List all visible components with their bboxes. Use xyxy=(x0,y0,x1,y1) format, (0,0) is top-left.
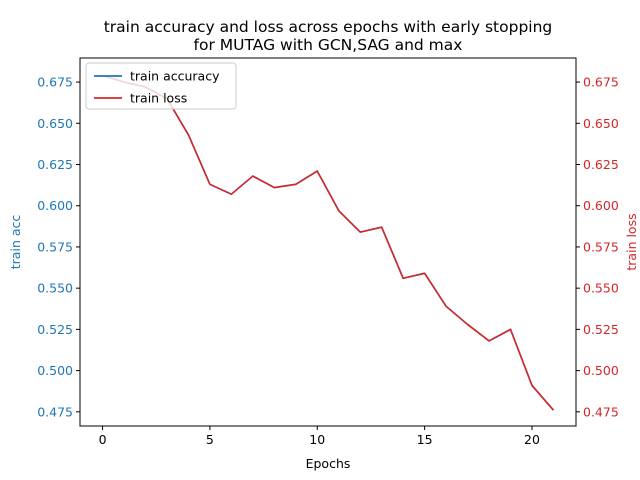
right-y-tick-label: 0.500 xyxy=(583,363,619,378)
chart-title: train accuracy and loss across epochs wi… xyxy=(104,18,553,36)
left-y-tick-label: 0.675 xyxy=(37,75,73,90)
right-y-tick-label: 0.575 xyxy=(583,239,619,254)
right-y-tick-label: 0.675 xyxy=(583,75,619,90)
train-accuracy-line xyxy=(102,74,555,411)
right-y-tick-label: 0.550 xyxy=(583,281,619,296)
left-y-axis-label: train acc xyxy=(8,215,23,270)
right-y-tick-label: 0.650 xyxy=(583,116,619,131)
chart-subtitle: for MUTAG with GCN,SAG and max xyxy=(194,36,463,54)
left-y-tick-label: 0.625 xyxy=(37,157,73,172)
left-y-tick-label: 0.500 xyxy=(37,363,73,378)
x-axis-label: Epochs xyxy=(306,456,351,471)
x-tick-label: 20 xyxy=(524,432,540,447)
series-lines xyxy=(102,74,555,411)
right-y-tick-label: 0.525 xyxy=(583,322,619,337)
right-y-axis-label: train loss xyxy=(624,213,639,270)
legend-label: train loss xyxy=(130,91,187,106)
right-y-tick-label: 0.625 xyxy=(583,157,619,172)
right-y-axis-ticks: 0.475 0.500 0.525 0.550 0.575 0.600 0.625 0.650… xyxy=(576,75,619,419)
x-axis-ticks: 0 5 10 15 20 xyxy=(99,426,540,447)
left-y-axis-ticks: 0.475 0.500 0.525 0.550 0.575 0.600 0.625 0.650… xyxy=(37,75,80,419)
right-y-tick-label: 0.475 xyxy=(583,404,619,419)
right-y-tick-label: 0.600 xyxy=(583,198,619,213)
train-loss-line xyxy=(102,74,555,411)
legend-box xyxy=(85,62,237,110)
chart-title-group: train accuracy and loss across epochs wi… xyxy=(104,18,553,54)
left-y-tick-label: 0.550 xyxy=(37,281,73,296)
x-tick-label: 10 xyxy=(309,432,325,447)
x-tick-label: 15 xyxy=(417,432,433,447)
x-tick-label: 5 xyxy=(206,432,214,447)
left-y-tick-label: 0.650 xyxy=(37,116,73,131)
left-y-tick-label: 0.525 xyxy=(37,322,73,337)
legend-label: train accuracy xyxy=(130,69,220,84)
left-y-tick-label: 0.575 xyxy=(37,239,73,254)
x-tick-label: 0 xyxy=(99,432,107,447)
plot-frame xyxy=(79,57,577,427)
left-y-tick-label: 0.475 xyxy=(37,404,73,419)
left-y-tick-label: 0.600 xyxy=(37,198,73,213)
legend: train accuracy train loss xyxy=(85,62,237,110)
